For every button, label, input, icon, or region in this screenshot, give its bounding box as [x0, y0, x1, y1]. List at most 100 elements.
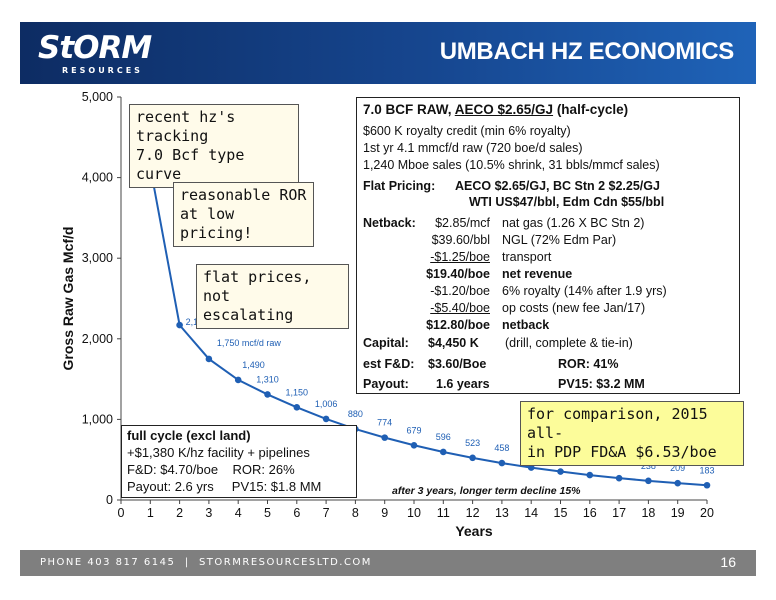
payout-value: 1.6 years: [436, 377, 490, 391]
info-line2: 1st yr 4.1 mmcf/d raw (720 boe/d sales): [363, 141, 583, 155]
data-point: [498, 459, 506, 467]
full-cycle-line1: +$1,380 K/hz facility + pipelines: [127, 445, 310, 460]
flat-pricing-label: Flat Pricing:: [363, 179, 436, 193]
x-tick-label: 4: [235, 506, 242, 520]
y-axis-label: Gross Raw Gas Mcf/d: [60, 227, 76, 371]
netback-row-desc: transport: [502, 250, 552, 264]
data-label: 596: [436, 432, 451, 442]
y-tick-label: 2,000: [82, 332, 113, 346]
y-tick-label: 1,000: [82, 412, 113, 426]
data-label: 679: [406, 425, 421, 435]
info-heading: 7.0 BCF RAW, AECO $2.65/GJ (half-cycle): [363, 102, 628, 117]
netback-row-value: $39.60/bbl: [431, 233, 490, 247]
x-tick-label: 14: [524, 506, 538, 520]
data-label: 183: [699, 465, 714, 475]
production-curve: [149, 166, 708, 487]
capital-desc: (drill, complete & tie-in): [505, 336, 633, 350]
capital-label: Capital:: [363, 336, 409, 350]
callout-ror-line2: at low pricing!: [180, 205, 253, 242]
data-point: [381, 434, 389, 441]
info-heading-a: 7.0 BCF RAW,: [363, 102, 455, 117]
netback-label: Netback:: [363, 216, 416, 230]
info-line1: $600 K royalty credit (min 6% royalty): [363, 124, 571, 138]
x-tick-label: 6: [293, 506, 300, 520]
netback-row-value: -$1.20/boe: [430, 284, 490, 298]
chart-annotation: after 3 years, longer term decline 15%: [392, 485, 581, 497]
callout-ror-line1: reasonable ROR: [180, 186, 307, 204]
netback-row-desc: net revenue: [502, 267, 573, 281]
economics-info-box: 7.0 BCF RAW, AECO $2.65/GJ (half-cycle) …: [356, 97, 740, 394]
info-heading-c: (half-cycle): [553, 102, 629, 117]
data-label: 458: [494, 443, 509, 453]
data-label: 1,150: [286, 387, 309, 397]
data-label: 523: [465, 438, 480, 448]
callout-comparison-line2: in PDP FD&A $6.53/boe: [527, 443, 717, 461]
page-title: UMBACH HZ ECONOMICS: [439, 38, 735, 65]
data-label: 1,490: [242, 360, 265, 370]
data-point: [674, 479, 681, 487]
full-cycle-line3: Payout: 2.6 yrs PV15: $1.8 MM: [127, 479, 322, 494]
fd-value: $3.60/Boe: [428, 357, 487, 371]
x-tick-label: 16: [583, 506, 597, 520]
x-tick-label: 13: [495, 506, 509, 520]
x-tick-label: 11: [437, 506, 450, 520]
pv15-value: PV15: $3.2 MM: [558, 377, 645, 391]
netback-row-desc: 6% royalty (14% after 1.9 yrs): [502, 284, 667, 298]
netback-row-desc: nat gas (1.26 X BC Stn 2): [502, 216, 645, 230]
full-cycle-box: full cycle (excl land) +$1,380 K/hz faci…: [121, 425, 357, 498]
x-tick-label: 5: [264, 506, 271, 520]
x-tick-label: 17: [612, 506, 626, 520]
y-tick-label: 3,000: [82, 251, 113, 265]
ror-value: ROR: 41%: [558, 357, 619, 371]
callout-comparison-line1: for comparison, 2015 all-: [527, 405, 708, 442]
netback-row-desc: NGL (72% Edm Par): [502, 233, 617, 247]
x-tick-label: 7: [323, 506, 330, 520]
netback-row-value: $19.40/boe: [426, 267, 490, 281]
fd-label: est F&D:: [363, 357, 415, 371]
data-label: 774: [377, 418, 392, 428]
x-tick-label: 2: [176, 506, 183, 520]
x-tick-label: 8: [352, 506, 359, 520]
x-tick-label: 1: [147, 506, 154, 520]
callout-ror: reasonable ROR at low pricing!: [173, 182, 314, 247]
callout-tracking-line1: recent hz's tracking: [136, 108, 236, 145]
data-label: 209: [670, 463, 685, 473]
info-line3: 1,240 Mboe sales (10.5% shrink, 31 bbls/…: [363, 158, 660, 172]
x-tick-label: 19: [671, 506, 685, 520]
x-axis-label: Years: [455, 523, 493, 539]
data-label: 1,006: [315, 399, 338, 409]
callout-comparison: for comparison, 2015 all- in PDP FD&A $6…: [520, 401, 744, 466]
flat-pricing-line2: WTI US$47/bbl, Edm Cdn $55/bbl: [469, 195, 665, 209]
info-heading-b: AECO $2.65/GJ: [454, 102, 554, 117]
footer-contact: PHONE 403 817 6145 | STORMRESOURCESLTD.C…: [40, 557, 372, 568]
data-point: [615, 474, 623, 482]
callout-flat: flat prices, not escalating: [196, 264, 349, 329]
x-tick-label: 12: [466, 506, 480, 520]
x-tick-label: 18: [641, 506, 655, 520]
y-tick-label: 0: [106, 493, 113, 507]
x-tick-label: 10: [407, 506, 421, 520]
x-tick-label: 15: [554, 506, 568, 520]
page-number: 16: [720, 554, 736, 570]
callout-flat-line2: escalating: [203, 306, 294, 324]
flat-pricing-line1: AECO $2.65/GJ, BC Stn 2 $2.25/GJ: [455, 179, 660, 193]
data-label: 880: [348, 409, 363, 419]
data-point: [557, 468, 564, 475]
netback-row-value: $12.80/boe: [426, 318, 490, 332]
callout-flat-line1: flat prices, not: [203, 268, 312, 305]
payout-label: Payout:: [363, 377, 409, 391]
footer-bar: PHONE 403 817 6145 | STORMRESOURCESLTD.C…: [20, 550, 756, 576]
data-point: [586, 471, 594, 479]
y-tick-label: 5,000: [82, 90, 113, 104]
x-tick-label: 20: [700, 506, 714, 520]
full-cycle-line2: F&D: $4.70/boe ROR: 26%: [127, 462, 295, 477]
data-point: [205, 355, 213, 363]
data-point: [703, 481, 711, 489]
x-tick-label: 0: [118, 506, 125, 520]
data-point: [176, 321, 183, 329]
data-point: [469, 454, 476, 462]
data-label: 1,750 mcf/d raw: [217, 338, 282, 348]
netback-row-value: -$5.40/boe: [430, 301, 490, 315]
netback-row-value: -$1.25/boe: [430, 250, 490, 264]
